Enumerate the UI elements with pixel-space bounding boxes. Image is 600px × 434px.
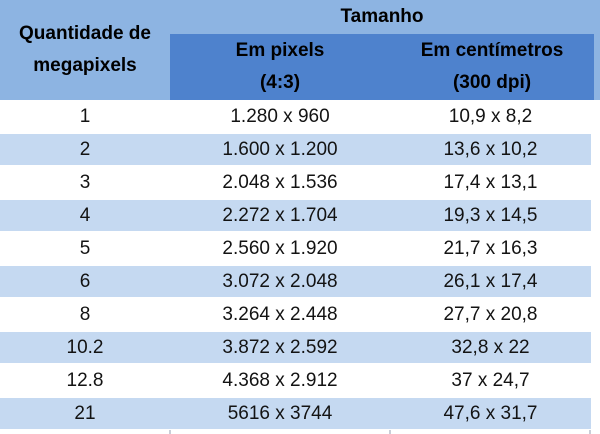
- column-header-centimeters: Em centímetros (300 dpi): [390, 34, 594, 100]
- column-header-centimeters-line1: Em centímetros: [420, 40, 564, 61]
- group-header-label: Tamanho: [340, 6, 424, 27]
- cell-pixels: 2.272 x 1.704: [222, 204, 338, 226]
- cell-megapixels: 2: [79, 138, 91, 160]
- column-header-pixels-line1: Em pixels: [235, 40, 325, 61]
- cell-pixels: 2.560 x 1.920: [222, 237, 338, 259]
- table-row: 6 3.072 x 2.048 26,1 x 17,4: [0, 265, 591, 298]
- cell-megapixels: 4: [79, 204, 91, 226]
- cell-centimeters: 13,6 x 10,2: [443, 138, 538, 160]
- cell-megapixels: 3: [79, 171, 91, 193]
- table-row: 3 2.048 x 1.536 17,4 x 13,1: [0, 166, 591, 199]
- table-row: 4 2.272 x 1.704 19,3 x 14,5: [0, 199, 591, 232]
- cell-pixels: 4.368 x 2.912: [222, 369, 338, 391]
- table-row: 8 3.264 x 2.448 27,7 x 20,8: [0, 298, 591, 331]
- cell-pixels: 2.048 x 1.536: [222, 171, 338, 193]
- cell-centimeters: 21,7 x 16,3: [443, 237, 538, 259]
- cell-pixels: 5616 x 3744: [227, 402, 333, 424]
- cell-megapixels: 10.2: [66, 336, 104, 358]
- cell-centimeters: 19,3 x 14,5: [443, 204, 538, 226]
- cell-pixels: 1.600 x 1.200: [222, 138, 338, 160]
- cell-pixels: 3.872 x 2.592: [222, 336, 338, 358]
- table-row: 12.8 4.368 x 2.912 37 x 24,7: [0, 364, 591, 397]
- cell-centimeters: 47,6 x 31,7: [443, 402, 538, 424]
- cell-centimeters: 27,7 x 20,8: [443, 303, 538, 325]
- table-row: 5 2.560 x 1.920 21,7 x 16,3: [0, 232, 591, 265]
- cell-centimeters: 17,4 x 13,1: [443, 171, 538, 193]
- table-row: 2 1.600 x 1.200 13,6 x 10,2: [0, 133, 591, 166]
- table-row: 1 1.280 x 960 10,9 x 8,2: [0, 100, 591, 133]
- subheader-row: Em pixels (4:3) Em centímetros (300 dpi): [170, 34, 594, 100]
- gridline-tick: [169, 430, 171, 434]
- cell-megapixels: 6: [79, 270, 91, 292]
- cell-pixels: 3.264 x 2.448: [222, 303, 338, 325]
- cell-centimeters: 37 x 24,7: [451, 369, 530, 391]
- gridline-tick: [589, 430, 591, 434]
- cell-megapixels: 8: [79, 303, 91, 325]
- cell-megapixels: 5: [79, 237, 91, 259]
- cell-megapixels: 12.8: [66, 369, 104, 391]
- gridline-tick: [389, 430, 391, 434]
- column-header-megapixels: Quantidade de megapixels: [0, 0, 170, 100]
- table-row: 10.2 3.872 x 2.592 32,8 x 22: [0, 331, 591, 364]
- table-body: 1 1.280 x 960 10,9 x 8,2 2 1.600 x 1.200 13,6…: [0, 100, 591, 430]
- cell-pixels: 1.280 x 960: [230, 105, 330, 127]
- column-header-pixels-line2: (4:3): [259, 72, 301, 93]
- cell-pixels: 3.072 x 2.048: [222, 270, 338, 292]
- cell-centimeters: 32,8 x 22: [451, 336, 530, 358]
- cell-centimeters: 10,9 x 8,2: [448, 105, 533, 127]
- column-header-megapixels-line2: megapixels: [33, 55, 137, 76]
- column-header-centimeters-line2: (300 dpi): [452, 72, 532, 93]
- column-header-pixels: Em pixels (4:3): [170, 34, 390, 100]
- column-header-megapixels-line1: Quantidade de: [19, 23, 151, 44]
- cell-megapixels: 21: [74, 402, 96, 424]
- table-row: 21 5616 x 3744 47,6 x 31,7: [0, 397, 591, 430]
- cell-centimeters: 26,1 x 17,4: [443, 270, 538, 292]
- group-header-tamanho: Tamanho: [170, 0, 594, 34]
- cell-megapixels: 1: [79, 105, 91, 127]
